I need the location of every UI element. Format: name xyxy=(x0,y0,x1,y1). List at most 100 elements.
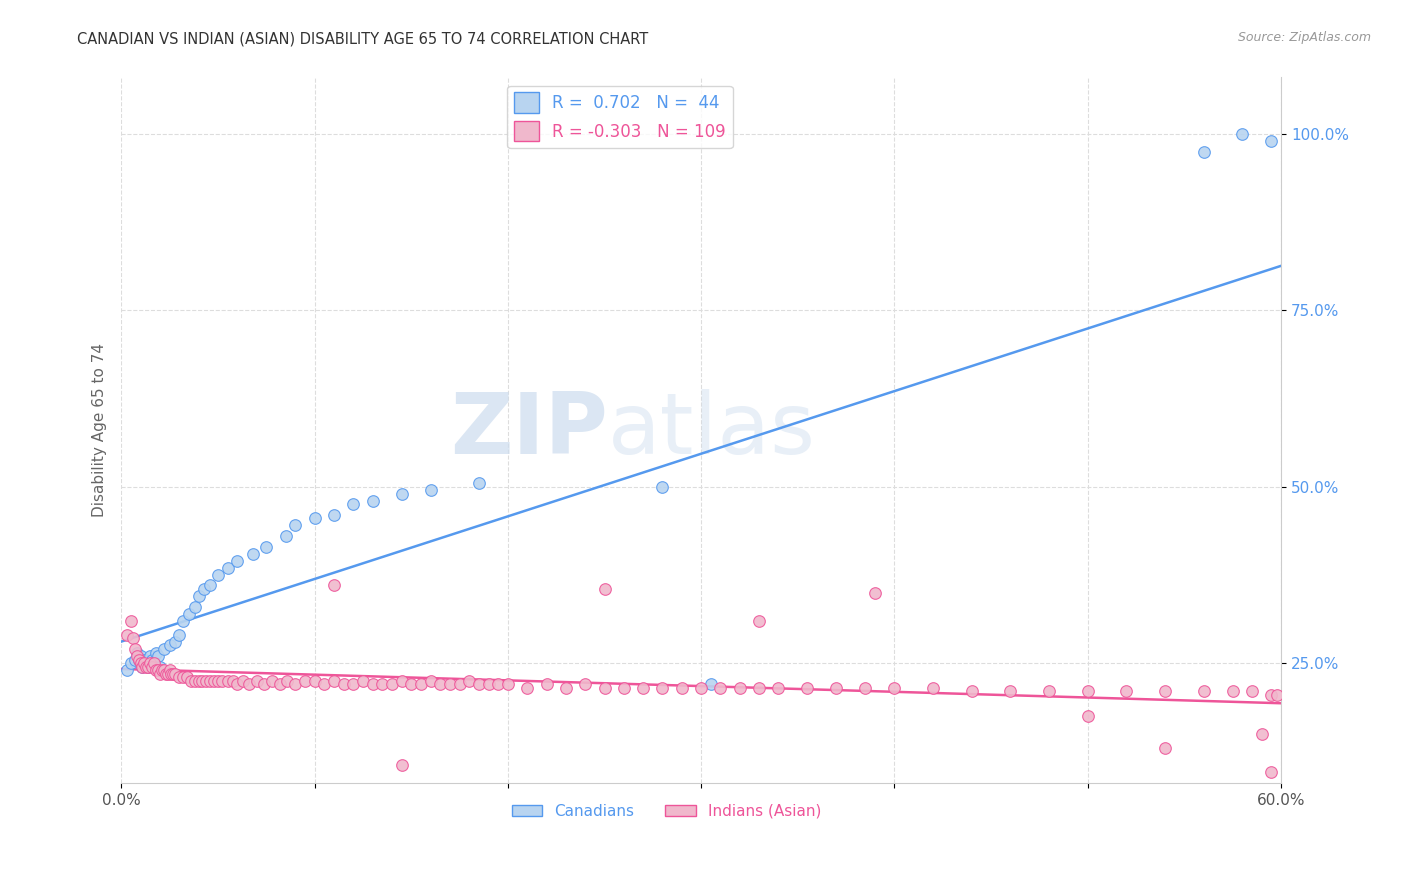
Point xyxy=(409,677,432,691)
Point xyxy=(156,666,179,681)
Point xyxy=(129,648,152,663)
Point xyxy=(202,673,225,688)
Point xyxy=(146,648,169,663)
Point xyxy=(139,656,162,670)
Text: ZIP: ZIP xyxy=(450,389,609,472)
Point xyxy=(314,677,336,691)
Point xyxy=(883,681,905,695)
Point xyxy=(187,673,209,688)
Point xyxy=(125,648,148,663)
Point xyxy=(149,659,172,673)
Point xyxy=(121,632,143,646)
Point xyxy=(477,677,499,691)
Point xyxy=(152,663,174,677)
Point xyxy=(709,681,731,695)
Point xyxy=(1038,684,1060,698)
Point xyxy=(136,659,159,673)
Point xyxy=(593,582,616,596)
Point xyxy=(129,656,152,670)
Point xyxy=(1115,684,1137,698)
Point xyxy=(134,656,156,670)
Point xyxy=(690,681,713,695)
Point xyxy=(193,582,215,596)
Point xyxy=(371,677,394,691)
Point xyxy=(855,681,877,695)
Point xyxy=(593,681,616,695)
Point xyxy=(342,677,364,691)
Point xyxy=(361,493,384,508)
Point xyxy=(1077,684,1099,698)
Point xyxy=(274,529,297,543)
Point xyxy=(165,635,187,649)
Point xyxy=(135,656,157,670)
Point xyxy=(145,646,167,660)
Point xyxy=(120,614,142,628)
Point xyxy=(342,497,364,511)
Point xyxy=(145,663,167,677)
Point xyxy=(183,673,205,688)
Point xyxy=(124,642,146,657)
Point xyxy=(1265,688,1288,702)
Point xyxy=(748,614,770,628)
Point xyxy=(115,663,138,677)
Point xyxy=(1260,134,1282,148)
Point xyxy=(671,681,693,695)
Point xyxy=(217,673,239,688)
Point xyxy=(226,554,249,568)
Point xyxy=(207,673,229,688)
Point xyxy=(796,681,818,695)
Point xyxy=(150,663,173,677)
Point xyxy=(700,677,723,691)
Point xyxy=(176,670,198,684)
Point xyxy=(1154,740,1177,755)
Point xyxy=(825,681,848,695)
Point xyxy=(131,659,153,673)
Point xyxy=(1192,145,1215,159)
Point xyxy=(226,677,249,691)
Point xyxy=(1260,765,1282,780)
Point xyxy=(922,681,945,695)
Point xyxy=(172,614,194,628)
Point xyxy=(1222,684,1244,698)
Text: atlas: atlas xyxy=(609,389,817,472)
Point xyxy=(419,483,441,498)
Point xyxy=(172,670,194,684)
Point xyxy=(496,677,519,691)
Point xyxy=(419,673,441,688)
Point xyxy=(284,518,307,533)
Point xyxy=(449,677,471,691)
Point xyxy=(242,547,264,561)
Point xyxy=(115,628,138,642)
Point xyxy=(167,628,190,642)
Point xyxy=(245,673,267,688)
Point xyxy=(352,673,374,688)
Point xyxy=(139,648,162,663)
Point xyxy=(195,673,218,688)
Point xyxy=(238,677,260,691)
Point xyxy=(381,677,404,691)
Point xyxy=(260,673,283,688)
Point xyxy=(159,663,181,677)
Point xyxy=(361,677,384,691)
Y-axis label: Disability Age 65 to 74: Disability Age 65 to 74 xyxy=(93,343,107,517)
Point xyxy=(165,666,187,681)
Point xyxy=(207,567,229,582)
Point xyxy=(155,666,177,681)
Point xyxy=(468,476,491,491)
Legend: Canadians, Indians (Asian): Canadians, Indians (Asian) xyxy=(506,797,827,825)
Point xyxy=(198,673,221,688)
Point xyxy=(146,663,169,677)
Point xyxy=(143,656,166,670)
Point xyxy=(332,677,354,691)
Point xyxy=(276,673,298,688)
Point xyxy=(960,684,983,698)
Point xyxy=(1232,127,1254,141)
Point xyxy=(152,642,174,657)
Point xyxy=(120,656,142,670)
Point xyxy=(284,677,307,691)
Point xyxy=(322,673,344,688)
Point xyxy=(429,677,451,691)
Point xyxy=(391,487,413,501)
Point xyxy=(254,540,277,554)
Point xyxy=(128,652,150,666)
